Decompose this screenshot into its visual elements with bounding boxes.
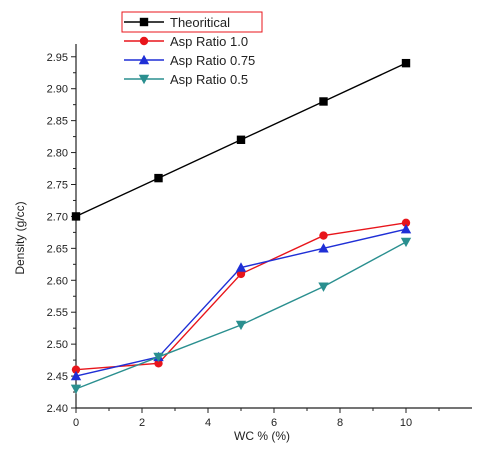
y-tick-label: 2.70 bbox=[47, 211, 68, 223]
x-tick-label: 6 bbox=[271, 417, 277, 429]
series-line bbox=[75, 222, 407, 371]
data-point bbox=[318, 243, 329, 253]
data-point bbox=[154, 173, 163, 183]
legend-marker bbox=[139, 17, 149, 27]
legend-item-3: Asp Ratio 0.5 bbox=[124, 72, 248, 87]
series-2 bbox=[70, 223, 412, 381]
y-tick-label: 2.90 bbox=[47, 84, 68, 96]
series-3 bbox=[70, 237, 412, 395]
y-tick-label: 2.65 bbox=[47, 243, 68, 255]
legend-label: Asp Ratio 0.5 bbox=[170, 72, 248, 87]
y-axis-label: Density (g/cc) bbox=[13, 201, 27, 274]
y-tick-label: 2.60 bbox=[47, 275, 68, 287]
data-point bbox=[235, 320, 247, 331]
y-tick-label: 2.40 bbox=[47, 403, 68, 415]
data-point bbox=[236, 269, 246, 279]
series-layer bbox=[70, 58, 412, 395]
y-tick-label: 2.55 bbox=[47, 307, 68, 319]
series-line bbox=[75, 228, 407, 377]
data-point bbox=[235, 262, 247, 272]
data-point bbox=[400, 223, 412, 234]
data-point bbox=[70, 370, 82, 381]
legend-marker bbox=[138, 74, 150, 85]
data-point bbox=[153, 352, 164, 363]
data-point bbox=[401, 58, 411, 68]
y-tick-label: 2.95 bbox=[47, 52, 68, 64]
data-point bbox=[319, 231, 328, 240]
legend-highlight-box bbox=[121, 11, 263, 33]
data-point bbox=[319, 97, 328, 106]
legend-label: Asp Ratio 0.75 bbox=[170, 53, 255, 68]
legend-item-1: Asp Ratio 1.0 bbox=[124, 34, 248, 49]
x-axis-ticks: 0 2 4 6 8 10 bbox=[73, 408, 440, 429]
legend: Theoritical Asp Ratio 1.0 Asp Ratio 0.75 As… bbox=[121, 11, 263, 87]
x-tick-label: 10 bbox=[400, 417, 412, 429]
data-point bbox=[318, 282, 329, 292]
data-point bbox=[401, 218, 411, 228]
plot-axes bbox=[75, 44, 472, 409]
x-tick-label: 8 bbox=[337, 417, 343, 429]
y-tick-label: 2.85 bbox=[47, 116, 68, 128]
data-point bbox=[400, 237, 412, 248]
legend-item-2: Asp Ratio 0.75 bbox=[124, 53, 255, 68]
legend-label: Asp Ratio 1.0 bbox=[170, 34, 248, 49]
x-tick-label: 4 bbox=[205, 417, 211, 429]
data-point bbox=[71, 212, 81, 221]
data-point bbox=[154, 359, 163, 368]
y-tick-label: 2.50 bbox=[47, 339, 68, 351]
y-tick-label: 2.45 bbox=[47, 371, 68, 383]
legend-label: Theoritical bbox=[170, 15, 230, 30]
legend-marker bbox=[139, 36, 149, 46]
series-1 bbox=[71, 218, 411, 374]
x-tick-label: 0 bbox=[73, 417, 79, 429]
x-axis-label: WC % (%) bbox=[234, 429, 290, 443]
x-tick-label: 2 bbox=[139, 417, 145, 429]
data-point bbox=[71, 365, 81, 374]
y-tick-label: 2.75 bbox=[47, 179, 68, 191]
legend-item-0: Theoritical bbox=[121, 11, 263, 33]
data-point bbox=[70, 384, 82, 395]
legend-marker bbox=[138, 54, 150, 65]
y-axis-ticks: 2.40 2.45 2.50 2.55 2.60 2.65 2.70 2.75 2.80 2.85… bbox=[47, 52, 76, 415]
series-0 bbox=[71, 58, 411, 221]
y-tick-label: 2.80 bbox=[47, 148, 68, 160]
data-point bbox=[236, 135, 246, 144]
